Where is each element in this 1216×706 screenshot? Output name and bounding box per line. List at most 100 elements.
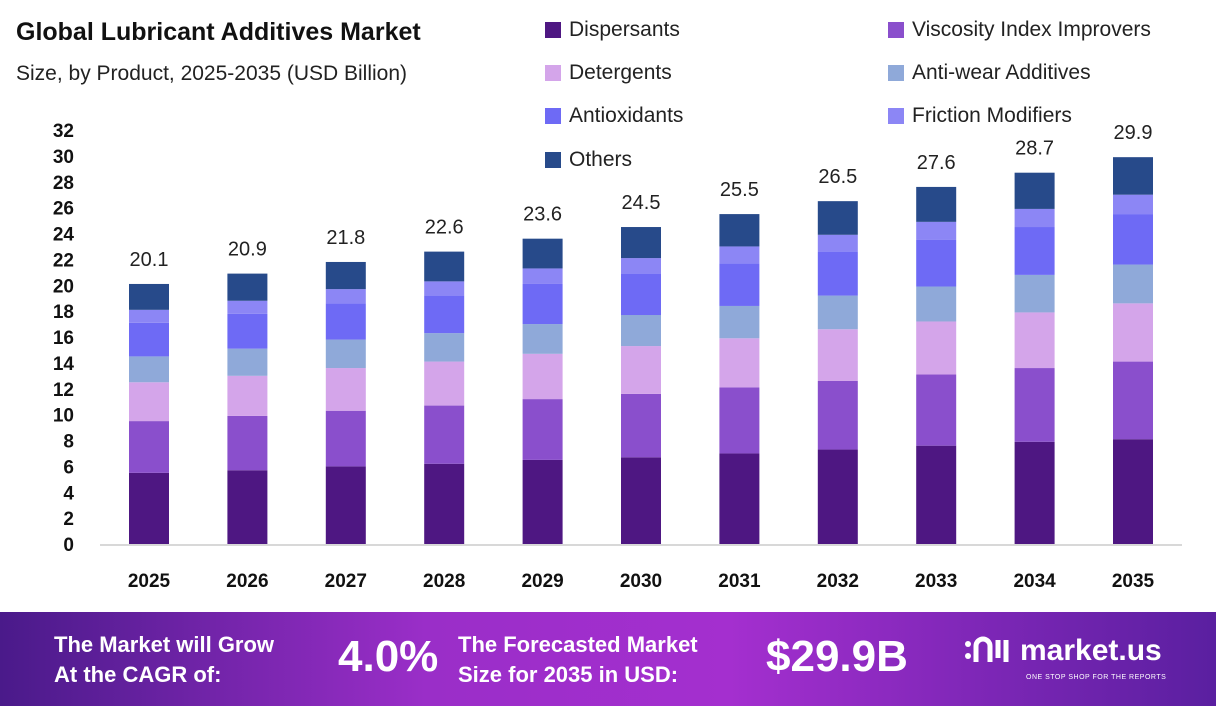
x-tick-label: 2029	[521, 571, 563, 592]
y-tick-label: 18	[53, 302, 74, 323]
legend-label: Friction Modifiers	[912, 104, 1072, 127]
bar-segment	[522, 283, 563, 325]
legend-item: Detergents	[545, 61, 672, 85]
total-data-label: 28.7	[1015, 138, 1054, 160]
bar-segment	[621, 457, 661, 544]
y-tick-label: 0	[63, 535, 74, 556]
y-tick-label: 12	[53, 380, 74, 401]
legend-label: Detergents	[569, 61, 672, 84]
bar-segment	[325, 339, 366, 369]
size-label-line1: The Forecasted Market	[458, 632, 698, 657]
x-tick-label: 2026	[226, 571, 268, 592]
bar-segment	[227, 348, 268, 376]
bar-segment	[227, 415, 268, 471]
chart-subtitle: Size, by Product, 2025-2035 (USD Billion…	[16, 62, 408, 85]
total-data-label: 23.6	[523, 204, 562, 226]
total-data-label: 26.5	[818, 166, 857, 188]
y-tick-label: 32	[53, 121, 74, 142]
bar-segment	[424, 405, 465, 464]
x-tick-label: 2027	[325, 571, 367, 592]
legend-item: Dispersants	[545, 18, 680, 42]
bar-segment	[325, 303, 366, 340]
y-tick-label: 30	[53, 147, 74, 168]
bar-segment	[621, 273, 661, 316]
bar-segment	[325, 466, 366, 544]
bar-segment	[1014, 172, 1055, 209]
bar-segment	[129, 421, 169, 473]
market-us-logo: market.us	[962, 634, 1162, 668]
legend-item: Others	[545, 148, 632, 172]
bar-segment	[227, 470, 268, 544]
y-tick-label: 26	[53, 199, 74, 220]
legend-label: Anti-wear Additives	[912, 61, 1091, 84]
bar-segment	[817, 329, 858, 381]
y-tick-label: 4	[63, 483, 74, 504]
legend-label: Viscosity Index Improvers	[912, 18, 1151, 41]
bar-segment	[1113, 361, 1153, 440]
bar-segment	[621, 258, 661, 274]
x-tick-label: 2033	[915, 571, 957, 592]
cagr-label-line2: At the CAGR of:	[54, 662, 222, 687]
bar-segment	[719, 305, 760, 339]
bar-segment	[424, 295, 465, 334]
bar-segment	[227, 375, 268, 416]
legend-swatch	[545, 108, 561, 124]
bar-segment	[522, 353, 563, 400]
bar-segment	[916, 445, 957, 544]
bar-segment	[424, 463, 465, 544]
bar-segment	[719, 246, 760, 264]
legend-swatch	[545, 22, 561, 38]
size-label-line2: Size for 2035 in USD:	[458, 662, 679, 687]
x-tick-label: 2028	[423, 571, 465, 592]
legend-item: Antioxidants	[545, 104, 683, 128]
bar-segment	[522, 268, 563, 284]
bar-segment	[129, 283, 169, 310]
bar-segment	[916, 286, 957, 322]
bar-segment	[817, 295, 858, 330]
bar-segment	[817, 201, 858, 235]
bar-segment	[916, 239, 957, 287]
bar-segment	[424, 361, 465, 406]
bar-segment	[817, 449, 858, 544]
market-size-value: $29.9B	[766, 632, 908, 681]
bar-segment	[719, 263, 760, 306]
bar-segment	[817, 380, 858, 450]
x-tick-label: 2031	[718, 571, 761, 592]
bar-segment	[522, 238, 563, 269]
y-tick-label: 10	[53, 406, 74, 427]
total-data-label: 27.6	[917, 152, 956, 174]
bar-segment	[817, 234, 858, 252]
bar-segment	[916, 321, 957, 375]
bar-segment	[1014, 368, 1055, 442]
bar-segment	[719, 338, 760, 388]
cagr-label-line1: The Market will Grow	[54, 632, 275, 657]
bar-segment	[325, 410, 366, 467]
x-tick-label: 2032	[817, 571, 859, 592]
legend-label: Antioxidants	[569, 104, 684, 127]
y-tick-label: 6	[63, 457, 74, 478]
market-size-label: The Forecasted Market Size for 2035 in U…	[458, 630, 698, 690]
bar-segment	[129, 309, 169, 323]
legend-swatch	[888, 65, 904, 81]
legend-swatch	[545, 152, 561, 168]
bar-segment	[129, 382, 169, 422]
bar-segment	[129, 472, 169, 544]
x-tick-label: 2035	[1112, 571, 1155, 592]
bar-segment	[325, 289, 366, 304]
legend-label: Others	[569, 148, 633, 171]
chart-title: Global Lubricant Additives Market	[16, 18, 421, 46]
bar-segment	[719, 214, 760, 247]
bar-segment	[916, 221, 957, 240]
total-data-label: 25.5	[720, 179, 759, 201]
legend-item: Anti-wear Additives	[888, 61, 1091, 85]
bar-segment	[1113, 264, 1153, 304]
bar-segment	[621, 393, 661, 458]
legend-item: Friction Modifiers	[888, 104, 1072, 128]
x-tick-label: 2034	[1013, 571, 1056, 592]
bar-segment	[1014, 441, 1055, 544]
total-data-label: 24.5	[622, 192, 661, 214]
bar-segment	[1014, 208, 1055, 228]
bar-segment	[424, 251, 465, 282]
bar-segment	[1113, 303, 1153, 362]
logo-text: market.us	[1020, 634, 1162, 667]
